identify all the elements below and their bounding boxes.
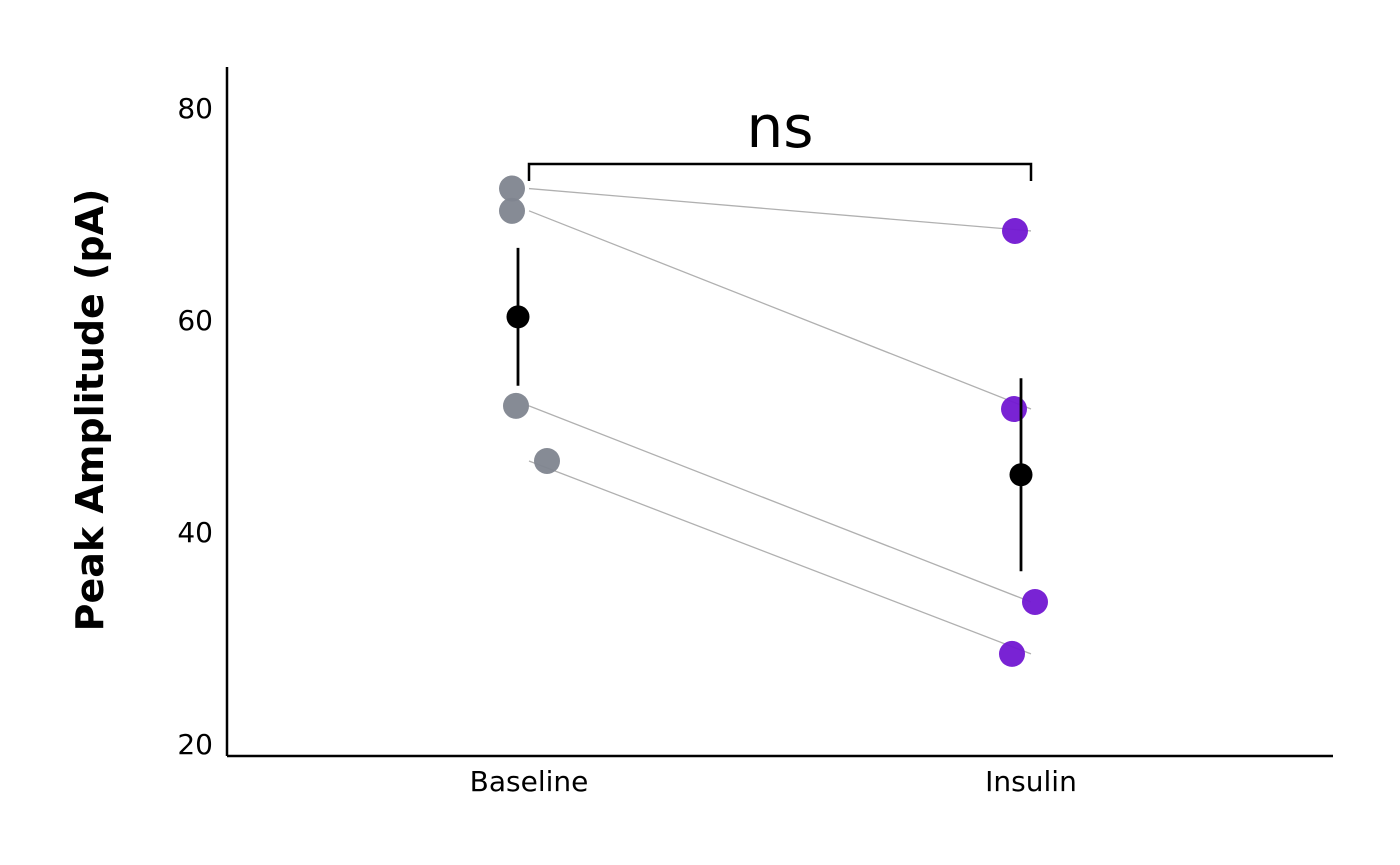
baseline-point [534,447,560,474]
x-tick-labels: Baseline Insulin [470,765,1077,798]
insulin-point [1001,396,1027,423]
y-tick-labels: 20 40 60 80 [177,92,213,761]
baseline-point [503,392,529,419]
insulin-point [999,640,1025,667]
significance-bracket: ns [527,93,1033,181]
connector-line [528,460,1032,655]
connector-line [528,405,1032,603]
axes [225,67,1333,758]
significance-bracket-line [527,162,1033,181]
data-points [499,175,1048,667]
mean-point [1009,463,1033,487]
y-axis-title: Peak Amplitude (pA) [68,189,112,632]
y-tick-label: 80 [177,92,213,125]
baseline-point [499,175,525,202]
y-tick-label: 40 [177,516,213,549]
summary-markers [506,247,1033,572]
y-tick-label: 60 [177,304,213,337]
significance-label: ns [747,93,814,161]
connector-line [528,210,1032,410]
insulin-point [1022,588,1048,615]
baseline-point [499,197,525,224]
x-tick-label: Baseline [470,765,589,798]
insulin-point [1002,217,1028,244]
x-tick-label: Insulin [985,765,1077,798]
connector-line [528,187,1032,232]
paired-connector-lines [528,187,1032,655]
y-tick-label: 20 [177,728,213,761]
mean-point [506,305,530,329]
